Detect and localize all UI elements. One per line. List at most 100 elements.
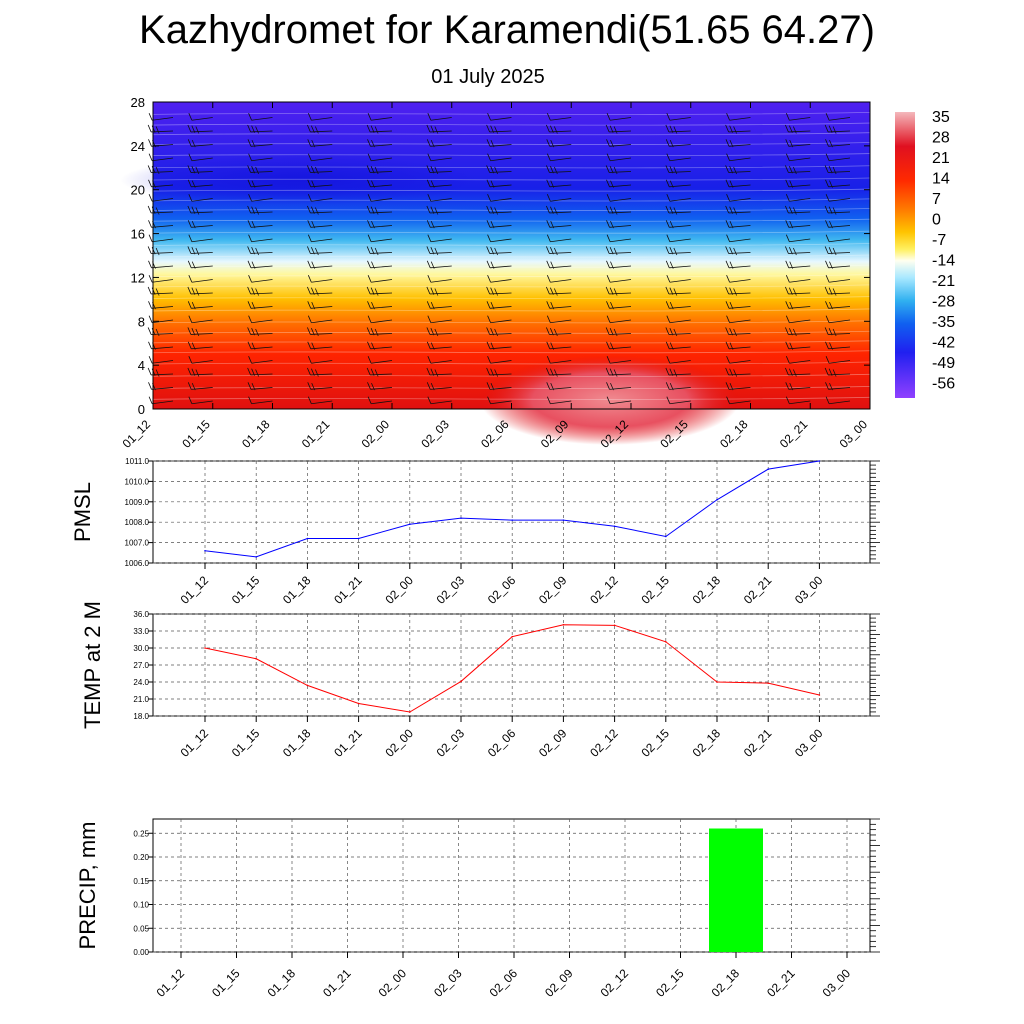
y-tick-label: 0 — [138, 402, 145, 417]
colorbar-label: 21 — [932, 150, 950, 167]
wind-barb — [487, 315, 512, 324]
wind-barb — [785, 327, 811, 337]
wind-barb — [546, 367, 572, 377]
contour-line — [152, 188, 871, 192]
x-tick-label: 02_03 — [434, 573, 468, 607]
wind-barb — [725, 367, 751, 377]
data-point — [357, 702, 360, 705]
wind-barb — [546, 275, 572, 283]
wind-barb — [367, 396, 393, 405]
wind-barb — [665, 382, 691, 391]
x-tick-label: 01_21 — [331, 726, 365, 760]
wind-barb — [605, 367, 632, 377]
wind-barb — [187, 301, 213, 310]
data-point — [511, 635, 513, 638]
contour-line — [152, 132, 871, 136]
wind-barb — [248, 194, 273, 202]
wind-barb — [427, 315, 452, 324]
y-tick-label: 12 — [131, 270, 145, 285]
wind-barb — [427, 234, 452, 243]
wind-barb — [487, 153, 512, 162]
colorbar-label: -14 — [932, 253, 955, 270]
colorbar: 35 28 21 14 7 0 -7 -14 -21 -28 -35 -42 -49 -56 — [895, 109, 955, 398]
y-tick-label: 0.15 — [133, 877, 149, 886]
x-tick-label: 02_12 — [587, 726, 621, 760]
wind-barb — [307, 356, 333, 364]
wind-barb — [307, 301, 333, 310]
wind-barb — [486, 286, 512, 296]
wind-barb — [825, 341, 851, 350]
wind-barb — [605, 124, 632, 134]
wind-barb — [606, 382, 632, 391]
wind-barb — [366, 246, 393, 256]
wind-barb — [187, 367, 213, 377]
wind-barb — [666, 396, 691, 405]
data-point — [409, 523, 411, 526]
wind-barb — [427, 275, 452, 283]
wind-barb — [247, 124, 273, 134]
y-tick-label: 1008.0 — [125, 518, 150, 527]
x-tick-label: 02_00 — [376, 966, 410, 1000]
wind-barb — [148, 194, 174, 202]
x-tick-label: 02_00 — [382, 573, 416, 607]
wind-barb — [785, 275, 811, 283]
plot-frame — [152, 460, 871, 564]
wind-barb — [486, 260, 512, 269]
x-tick-label: 01_15 — [179, 417, 213, 451]
wind-barb — [187, 139, 213, 148]
temp-2m-panel: 18.0 21.0 24.0 27.0 30.0 33.0 36.0 01_12 01_15 01… — [80, 601, 880, 760]
x-tick-label: 02_00 — [359, 417, 393, 451]
contour-line — [152, 264, 871, 268]
x-tick-label: 01_18 — [280, 726, 314, 760]
contour-line — [152, 308, 871, 312]
wind-barb — [666, 234, 691, 243]
contour-line — [152, 208, 871, 211]
precip-bar — [709, 828, 763, 952]
wind-barb — [665, 341, 691, 350]
contour-line — [152, 386, 871, 389]
wind-barb — [187, 220, 213, 229]
data-point — [255, 657, 257, 660]
wind-barb — [546, 260, 572, 269]
wind-barb — [307, 234, 333, 243]
wind-barb — [725, 382, 751, 391]
wind-barb — [665, 246, 691, 256]
data-point — [665, 535, 667, 538]
wind-barb — [725, 260, 751, 269]
wind-barb — [426, 165, 452, 175]
wind-barb — [486, 301, 512, 310]
wind-barb — [785, 367, 811, 377]
heatmap-warm-core — [480, 355, 740, 445]
wind-barb — [606, 194, 632, 202]
wind-barb — [487, 113, 512, 121]
heatmap-field — [153, 102, 870, 409]
contour-line — [152, 177, 871, 181]
x-tick-label: 01_18 — [265, 966, 299, 1000]
wind-barb — [147, 367, 174, 377]
data-point — [767, 682, 769, 684]
wind-barb — [426, 205, 452, 215]
wind-barbs — [147, 113, 851, 405]
wind-barb — [785, 382, 811, 391]
wind-barb — [605, 165, 632, 175]
wind-barb — [546, 153, 572, 162]
x-tick-label: 02_15 — [653, 966, 687, 1000]
wind-barb — [785, 356, 811, 364]
wind-barb — [605, 205, 632, 215]
y-tick-label: 1007.0 — [125, 539, 150, 548]
wind-barb — [187, 260, 213, 269]
wind-barb — [426, 179, 452, 188]
wind-barb — [487, 356, 512, 364]
y-tick-label: 33.0 — [133, 627, 149, 636]
wind-barb — [825, 179, 851, 188]
data-point — [409, 711, 411, 713]
x-tick-label: 02_03 — [434, 726, 468, 760]
wind-barb — [725, 139, 751, 148]
colorbar-label: 28 — [932, 130, 950, 147]
wind-barb — [785, 194, 811, 202]
data-point — [255, 556, 257, 558]
wind-barb — [606, 275, 632, 283]
wind-barb — [606, 234, 632, 243]
wind-barb — [486, 205, 512, 215]
